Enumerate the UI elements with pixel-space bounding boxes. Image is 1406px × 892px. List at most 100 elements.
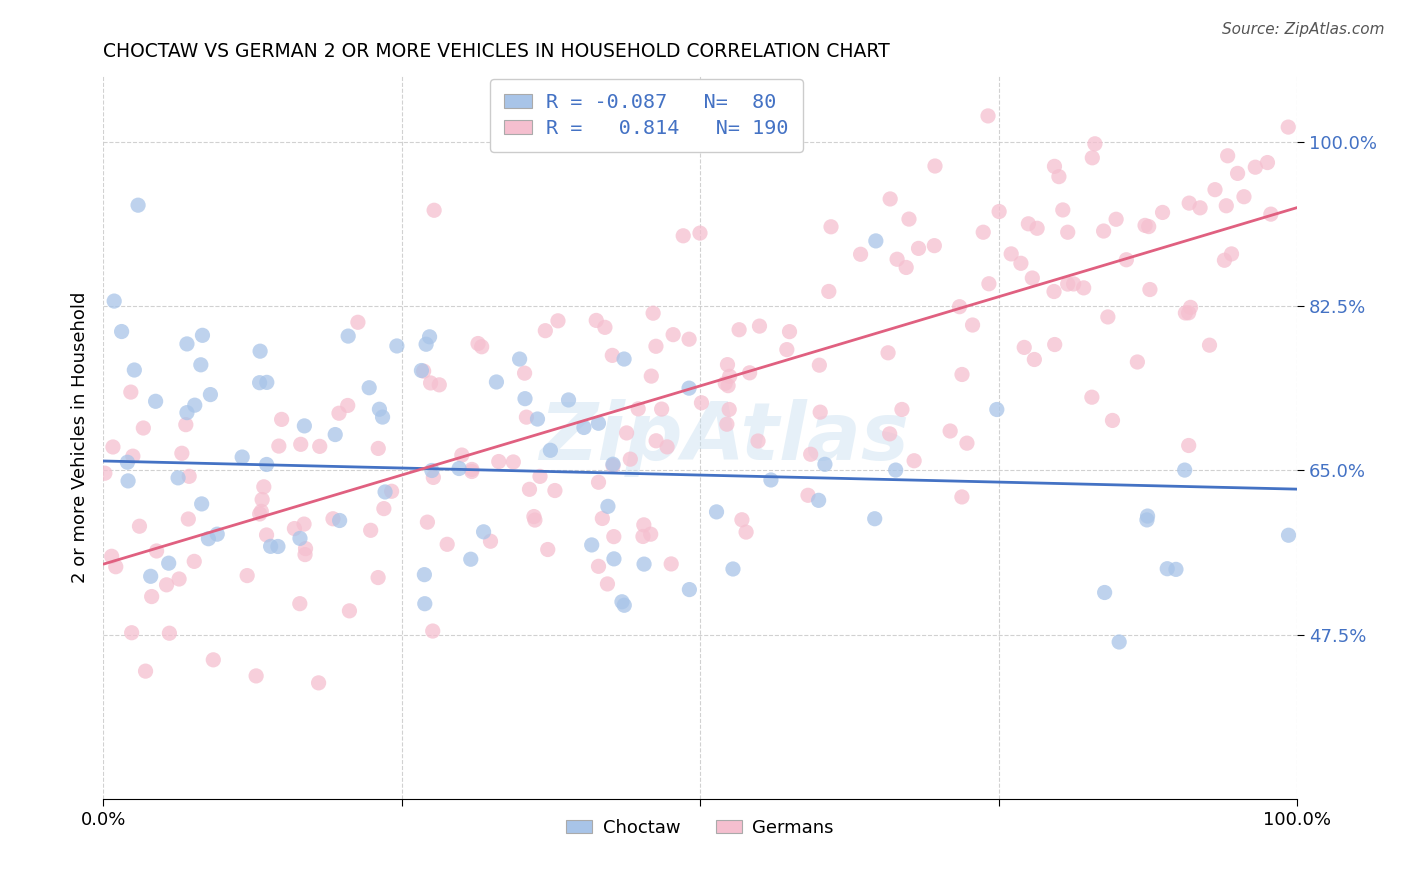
Point	[190, 358, 212, 372]
Point	[718, 402, 741, 417]
Point	[250, 492, 273, 507]
Point	[986, 402, 1008, 417]
Point	[1204, 183, 1226, 197]
Point	[249, 376, 271, 390]
Point	[231, 450, 253, 464]
Point	[184, 398, 207, 412]
Point	[603, 552, 626, 566]
Point	[381, 484, 404, 499]
Point	[367, 442, 389, 456]
Point	[1256, 155, 1278, 169]
Point	[292, 517, 315, 532]
Point	[924, 159, 946, 173]
Point	[256, 376, 278, 390]
Point	[479, 534, 502, 549]
Point	[1092, 224, 1115, 238]
Point	[117, 455, 139, 469]
Point	[249, 344, 271, 359]
Point	[616, 425, 638, 440]
Point	[879, 192, 901, 206]
Point	[461, 465, 484, 479]
Point	[814, 458, 837, 472]
Point	[672, 228, 695, 243]
Point	[460, 552, 482, 566]
Point	[371, 410, 394, 425]
Point	[1094, 585, 1116, 599]
Point	[1105, 212, 1128, 227]
Point	[288, 597, 311, 611]
Point	[1043, 337, 1066, 351]
Point	[120, 385, 142, 400]
Point	[820, 219, 842, 234]
Point	[205, 527, 228, 541]
Point	[485, 375, 508, 389]
Point	[179, 469, 201, 483]
Point	[1233, 190, 1256, 204]
Point	[94, 467, 117, 481]
Point	[631, 529, 654, 543]
Point	[593, 320, 616, 334]
Point	[877, 346, 900, 360]
Point	[1056, 277, 1078, 291]
Point	[1177, 438, 1199, 452]
Point	[886, 252, 908, 267]
Point	[547, 314, 569, 328]
Point	[177, 512, 200, 526]
Point	[890, 402, 912, 417]
Point	[245, 669, 267, 683]
Point	[613, 599, 636, 613]
Point	[717, 378, 740, 392]
Point	[467, 336, 489, 351]
Point	[415, 337, 437, 351]
Point	[678, 582, 700, 597]
Point	[259, 540, 281, 554]
Point	[591, 511, 613, 525]
Point	[411, 363, 433, 377]
Point	[423, 203, 446, 218]
Point	[176, 337, 198, 351]
Point	[488, 454, 510, 468]
Point	[347, 315, 370, 329]
Point	[190, 497, 212, 511]
Point	[678, 381, 700, 395]
Point	[174, 417, 197, 432]
Point	[290, 437, 312, 451]
Point	[374, 485, 396, 500]
Point	[1133, 219, 1156, 233]
Point	[1220, 247, 1243, 261]
Point	[588, 559, 610, 574]
Point	[716, 417, 738, 432]
Point	[817, 285, 839, 299]
Point	[135, 664, 157, 678]
Point	[1073, 281, 1095, 295]
Point	[422, 470, 444, 484]
Point	[336, 399, 359, 413]
Point	[747, 434, 769, 448]
Point	[368, 402, 391, 417]
Point	[323, 427, 346, 442]
Point	[721, 562, 744, 576]
Point	[449, 461, 471, 475]
Point	[728, 323, 751, 337]
Point	[422, 624, 444, 638]
Point	[1000, 247, 1022, 261]
Point	[197, 532, 219, 546]
Point	[420, 463, 443, 477]
Point	[328, 406, 350, 420]
Point	[509, 352, 531, 367]
Point	[988, 204, 1011, 219]
Point	[461, 462, 484, 476]
Point	[1017, 217, 1039, 231]
Point	[807, 493, 830, 508]
Point	[538, 443, 561, 458]
Point	[155, 578, 177, 592]
Point	[907, 241, 929, 255]
Point	[157, 556, 180, 570]
Point	[800, 447, 823, 461]
Point	[167, 471, 190, 485]
Point	[412, 364, 434, 378]
Point	[1052, 202, 1074, 217]
Point	[633, 557, 655, 571]
Point	[419, 376, 441, 390]
Point	[1156, 562, 1178, 576]
